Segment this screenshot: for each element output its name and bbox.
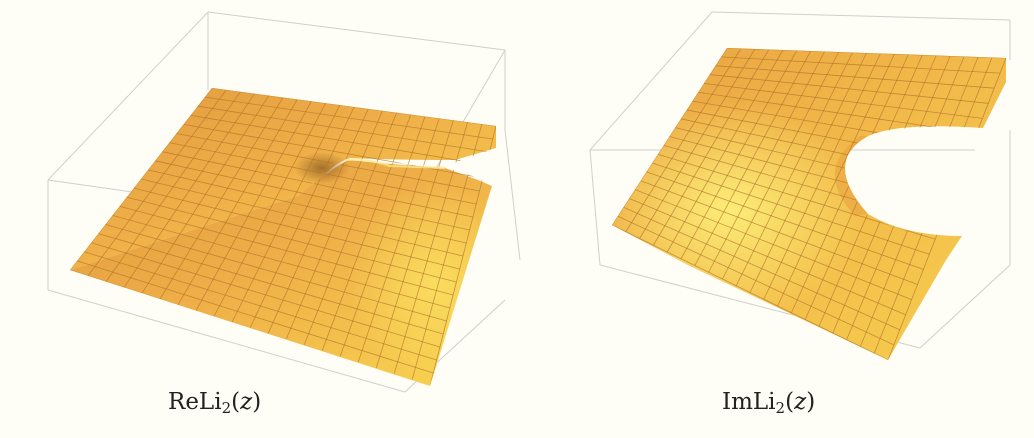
- mesh-line: [709, 74, 989, 104]
- mesh-line: [698, 91, 977, 134]
- mesh-line: [715, 65, 995, 89]
- caption-subscript: 2: [775, 399, 786, 417]
- mesh-line: [176, 133, 480, 192]
- mesh-line: [721, 56, 1001, 74]
- surface-imaginary-part: [612, 48, 1006, 360]
- caption-function-name: ImLi: [722, 389, 776, 415]
- caption-real-part: ReLi2(z): [168, 389, 261, 417]
- mesh-line: [634, 189, 912, 300]
- mesh-line: [197, 105, 490, 153]
- mesh-line: [133, 187, 460, 270]
- mesh-line: [629, 198, 906, 316]
- caption-paren-open: (: [231, 389, 241, 415]
- mesh-line: [126, 196, 457, 283]
- mesh-line: [119, 205, 454, 296]
- mesh-line: [646, 171, 924, 270]
- caption-function-name: ReLi: [168, 389, 222, 415]
- mesh-line: [617, 215, 895, 346]
- mesh-line: [640, 180, 918, 285]
- surface-real-part: [70, 88, 496, 386]
- mesh-line: [140, 178, 464, 257]
- mesh-line: [112, 215, 450, 309]
- caption-subscript: 2: [221, 399, 232, 417]
- mesh-line: [703, 83, 983, 119]
- caption-imaginary-part: ImLi2(z): [722, 389, 815, 417]
- mesh-line: [84, 251, 437, 361]
- mesh-line: [155, 160, 470, 231]
- mesh-line: [190, 114, 487, 166]
- mesh-line: [76, 260, 434, 374]
- mesh-line: [183, 124, 483, 179]
- mesh-line: [162, 151, 473, 218]
- caption-variable: z: [240, 389, 253, 415]
- mesh-line: [612, 224, 889, 360]
- caption-paren-close: ): [252, 389, 262, 415]
- mesh-line: [91, 242, 441, 348]
- caption-paren-open: (: [785, 389, 795, 415]
- mesh-line: [211, 88, 496, 127]
- mesh-line: [98, 233, 444, 335]
- caption-variable: z: [794, 389, 807, 415]
- mesh-line: [652, 162, 930, 255]
- caption-paren-close: ): [806, 389, 816, 415]
- mesh-line: [623, 206, 900, 331]
- mesh-line: [105, 224, 447, 322]
- mesh-line: [148, 169, 467, 244]
- mesh-line: [204, 96, 493, 140]
